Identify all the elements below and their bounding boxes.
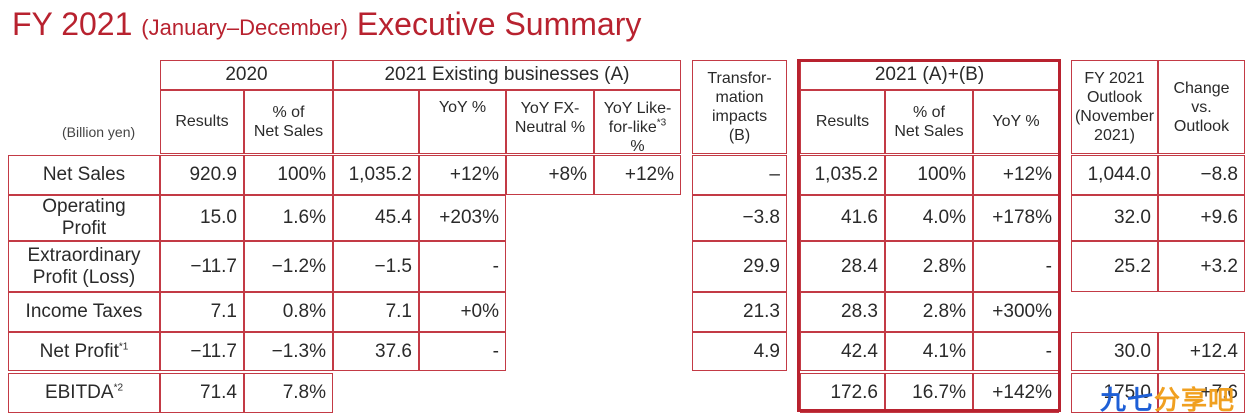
page-title: FY 2021 (January–December) Executive Sum… (12, 6, 642, 42)
cell-r20-0: 920.9 (160, 155, 244, 195)
cell-ayoy-1: +203% (419, 195, 506, 241)
header-2020: 2020 (160, 60, 333, 90)
cell-a-4: 37.6 (333, 332, 419, 371)
cell-r20-5: 71.4 (160, 373, 244, 413)
cell-abyoy-0: +12% (973, 155, 1059, 195)
cell-p20-3: 0.8% (244, 292, 333, 332)
cell-out-1: 32.0 (1071, 195, 1158, 241)
cell-lfl-4 (594, 332, 681, 371)
cell-a-5 (333, 373, 419, 413)
row-label-1: Operating Profit (8, 195, 160, 241)
cell-lfl-3 (594, 292, 681, 332)
cell-fx-5 (506, 373, 594, 413)
cell-ayoy-5 (419, 373, 506, 413)
cell-fx-1 (506, 195, 594, 241)
cell-a-2: −1.5 (333, 241, 419, 292)
row-label-3: Income Taxes (8, 292, 160, 332)
cell-fx-3 (506, 292, 594, 332)
cell-b-3: 21.3 (692, 292, 787, 332)
cell-chg-1: +9.6 (1158, 195, 1245, 241)
cell-ab-0: 1,035.2 (800, 155, 885, 195)
cell-a-1: 45.4 (333, 195, 419, 241)
cell-out-4: 30.0 (1071, 332, 1158, 371)
cell-ab-2: 28.4 (800, 241, 885, 292)
cell-abyoy-1: +178% (973, 195, 1059, 241)
cell-ab-1: 41.6 (800, 195, 885, 241)
cell-abp-5: 16.7% (885, 373, 973, 413)
cell-r20-1: 15.0 (160, 195, 244, 241)
header-results-a (333, 90, 419, 154)
cell-fx-2 (506, 241, 594, 292)
cell-abp-1: 4.0% (885, 195, 973, 241)
cell-ab-5: 172.6 (800, 373, 885, 413)
header-pct-sales-2020: % of Net Sales (244, 90, 333, 154)
header-yoy-like: YoY Like-for-like*3 % (594, 90, 681, 155)
header-2021-existing: 2021 Existing businesses (A) (333, 60, 681, 90)
cell-r20-2: −11.7 (160, 241, 244, 292)
cell-p20-5: 7.8% (244, 373, 333, 413)
header-fy2021-outlook: FY 2021 Outlook (November 2021) (1071, 60, 1158, 154)
cell-r20-3: 7.1 (160, 292, 244, 332)
cell-b-0: – (692, 155, 787, 195)
cell-p20-4: −1.3% (244, 332, 333, 371)
cell-lfl-0: +12% (594, 155, 681, 195)
cell-out-3 (1071, 292, 1158, 332)
cell-lfl-2 (594, 241, 681, 292)
cell-abp-4: 4.1% (885, 332, 973, 371)
cell-r20-4: −11.7 (160, 332, 244, 371)
cell-chg-0: −8.8 (1158, 155, 1245, 195)
cell-a-3: 7.1 (333, 292, 419, 332)
cell-ayoy-2: - (419, 241, 506, 292)
cell-p20-1: 1.6% (244, 195, 333, 241)
cell-abyoy-2: - (973, 241, 1059, 292)
header-results-ab: Results (800, 90, 885, 154)
cell-ayoy-4: - (419, 332, 506, 371)
cell-out-2: 25.2 (1071, 241, 1158, 292)
header-change-vs-outlook: Change vs. Outlook (1158, 60, 1245, 154)
cell-chg-2: +3.2 (1158, 241, 1245, 292)
cell-chg-3 (1158, 292, 1245, 332)
row-label-2: Extraordinary Profit (Loss) (8, 241, 160, 292)
unit-label: (Billion yen) (62, 124, 136, 140)
cell-abp-2: 2.8% (885, 241, 973, 292)
watermark: 九七分享吧 (1100, 385, 1236, 415)
cell-out-0: 1,044.0 (1071, 155, 1158, 195)
cell-abyoy-5: +142% (973, 373, 1059, 413)
header-2021-ab: 2021 (A)+(B) (800, 60, 1059, 90)
header-yoy-ab: YoY % (973, 90, 1059, 154)
cell-fx-4 (506, 332, 594, 371)
cell-a-0: 1,035.2 (333, 155, 419, 195)
cell-out-5: 175.0 (1071, 373, 1158, 413)
cell-abp-0: 100% (885, 155, 973, 195)
cell-p20-2: −1.2% (244, 241, 333, 292)
cell-chg-4: +12.4 (1158, 332, 1245, 371)
cell-b-2: 29.9 (692, 241, 787, 292)
header-yoy-a: YoY % (419, 90, 506, 154)
cell-lfl-1 (594, 195, 681, 241)
cell-abyoy-4: - (973, 332, 1059, 371)
cell-ayoy-3: +0% (419, 292, 506, 332)
cell-lfl-5 (594, 373, 681, 413)
cell-p20-0: 100% (244, 155, 333, 195)
row-label-5: EBITDA*2 (8, 373, 160, 413)
header-yoy-fx: YoY FX- Neutral % (506, 90, 594, 154)
row-label-0: Net Sales (8, 155, 160, 195)
header-pct-sales-ab: % of Net Sales (885, 90, 973, 154)
cell-b-1: −3.8 (692, 195, 787, 241)
cell-b-4: 4.9 (692, 332, 787, 371)
cell-chg-5: +7.6 (1158, 373, 1245, 413)
cell-abp-3: 2.8% (885, 292, 973, 332)
cell-ayoy-0: +12% (419, 155, 506, 195)
header-transformation-impacts: Transfor-mation impacts (B) (692, 60, 787, 154)
cell-abyoy-3: +300% (973, 292, 1059, 332)
cell-ab-4: 42.4 (800, 332, 885, 371)
cell-ab-3: 28.3 (800, 292, 885, 332)
row-label-4: Net Profit*1 (8, 332, 160, 371)
cell-b-5 (692, 373, 787, 413)
header-results-2020: Results (160, 90, 244, 154)
cell-fx-0: +8% (506, 155, 594, 195)
